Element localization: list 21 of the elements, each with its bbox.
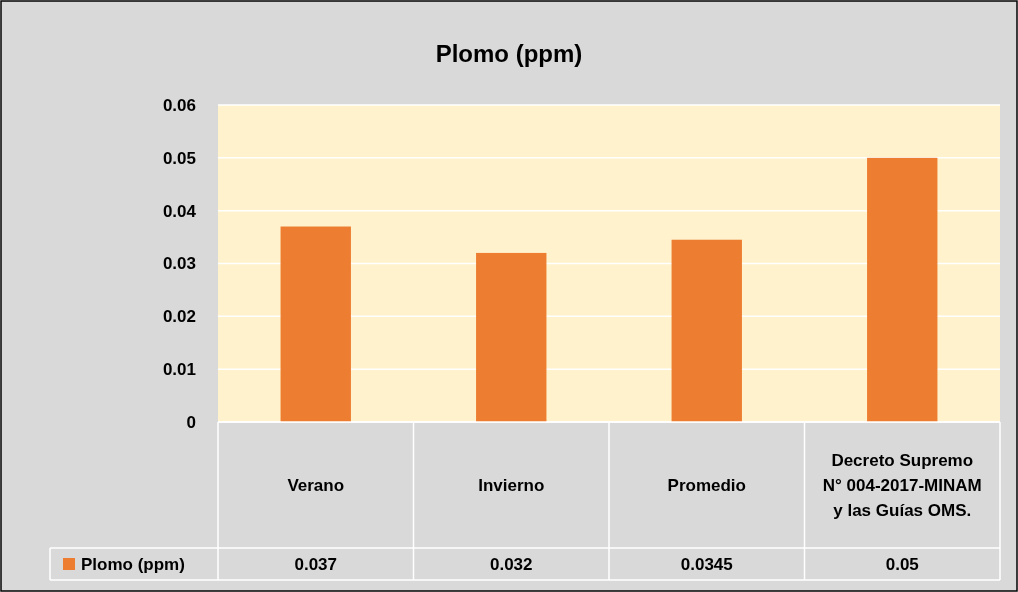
bar: [671, 239, 742, 422]
y-tick-label: 0.01: [162, 360, 196, 380]
y-tick-label: 0.03: [162, 254, 196, 274]
bar: [476, 252, 547, 422]
data-label: 0.0345: [680, 554, 733, 574]
legend-label: Plomo (ppm): [81, 554, 185, 574]
data-label: 0.05: [885, 554, 919, 574]
y-tick-label: 0: [186, 412, 196, 432]
y-tick-label: 0.05: [162, 148, 196, 168]
y-tick-label: 0.06: [162, 95, 196, 115]
data-label: 0.037: [294, 554, 338, 574]
x-tick-label: Verano: [287, 475, 345, 495]
data-label: 0.032: [489, 554, 533, 574]
y-tick-label: 0.02: [162, 307, 196, 327]
x-tick-label: Promedio: [667, 475, 746, 495]
x-tick-label: Decreto Supremo N° 004-2017-MINAM y las Guías OMS.: [822, 450, 982, 520]
y-tick-label: 0.04: [162, 201, 197, 221]
chart-title: Plomo (ppm): [435, 40, 583, 67]
x-tick-label: Invierno: [478, 475, 545, 495]
bar: [280, 226, 351, 422]
bar: [867, 157, 938, 422]
